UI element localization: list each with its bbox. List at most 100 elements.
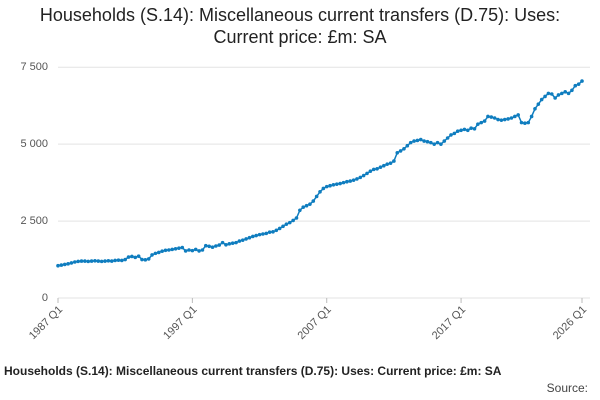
point: [492, 116, 497, 120]
x-tick-label: 2017 Q1: [430, 304, 468, 342]
point: [96, 259, 101, 263]
point: [123, 257, 127, 262]
point: [392, 159, 396, 163]
point: [324, 184, 329, 189]
point: [109, 259, 114, 263]
point: [69, 261, 74, 265]
point: [402, 146, 406, 151]
point: [439, 142, 443, 146]
point: [163, 248, 168, 253]
point: [177, 246, 181, 250]
point: [529, 114, 534, 119]
point: [167, 248, 171, 252]
point: [321, 186, 326, 191]
point: [355, 177, 359, 181]
point: [499, 118, 504, 122]
point: [281, 224, 285, 229]
point: [462, 127, 467, 132]
point: [126, 255, 131, 259]
point: [197, 249, 201, 253]
point: [244, 237, 248, 241]
point: [116, 258, 121, 262]
point: [351, 178, 356, 182]
point: [549, 92, 554, 96]
point: [375, 166, 379, 171]
y-tick-label: 7 500: [20, 61, 48, 73]
point: [294, 216, 299, 220]
point: [79, 259, 84, 263]
point: [314, 194, 319, 199]
point: [230, 241, 235, 246]
point: [496, 117, 500, 122]
point: [361, 173, 366, 178]
point: [217, 243, 222, 247]
footer: Households (S.14): Miscellaneous current…: [4, 364, 502, 378]
point: [479, 120, 484, 125]
point: [200, 248, 205, 252]
point: [432, 142, 437, 146]
x-tick-label: 2026 Q1: [551, 304, 589, 342]
point: [418, 137, 423, 142]
y-tick-label: 0: [42, 292, 48, 304]
source: Source:: [547, 381, 588, 395]
point: [553, 96, 557, 100]
point: [371, 167, 376, 172]
point: [539, 97, 544, 102]
point: [247, 235, 252, 240]
point: [358, 175, 363, 180]
point: [560, 91, 564, 96]
point: [56, 263, 60, 268]
point: [556, 93, 561, 97]
point: [257, 232, 262, 237]
point: [455, 129, 460, 134]
point: [106, 258, 111, 263]
point: [318, 190, 322, 194]
point: [83, 259, 87, 263]
point: [533, 106, 537, 111]
point: [429, 140, 433, 145]
point: [570, 88, 574, 93]
point: [277, 226, 282, 231]
point: [113, 258, 117, 263]
y-tick-label: 2 500: [20, 215, 48, 227]
chart-title: Households (S.14): Miscellaneous current…: [39, 5, 561, 47]
point: [234, 240, 238, 245]
point: [150, 253, 154, 257]
point: [224, 242, 228, 247]
point: [304, 203, 309, 208]
point: [183, 249, 188, 253]
point: [133, 255, 138, 260]
point: [103, 259, 107, 263]
point: [203, 243, 208, 248]
point: [382, 163, 386, 168]
point: [254, 233, 258, 238]
point: [328, 183, 332, 188]
point: [563, 90, 568, 94]
point: [136, 254, 141, 258]
point: [459, 128, 463, 133]
point: [543, 94, 547, 99]
point: [580, 79, 584, 83]
point: [274, 228, 279, 233]
point: [368, 169, 373, 174]
point: [516, 113, 520, 117]
point: [435, 140, 440, 145]
x-tick-label: 1997 Q1: [161, 304, 199, 342]
point: [153, 251, 158, 256]
point: [449, 133, 453, 137]
point: [526, 120, 531, 125]
point: [405, 143, 410, 148]
point: [187, 248, 191, 252]
point: [486, 114, 490, 119]
point: [72, 260, 77, 264]
point: [509, 116, 514, 120]
point: [546, 91, 551, 96]
point: [214, 244, 218, 248]
point: [489, 115, 494, 119]
point: [311, 199, 316, 203]
point: [378, 165, 383, 170]
point: [237, 239, 242, 243]
point: [398, 149, 403, 153]
point: [338, 181, 342, 186]
